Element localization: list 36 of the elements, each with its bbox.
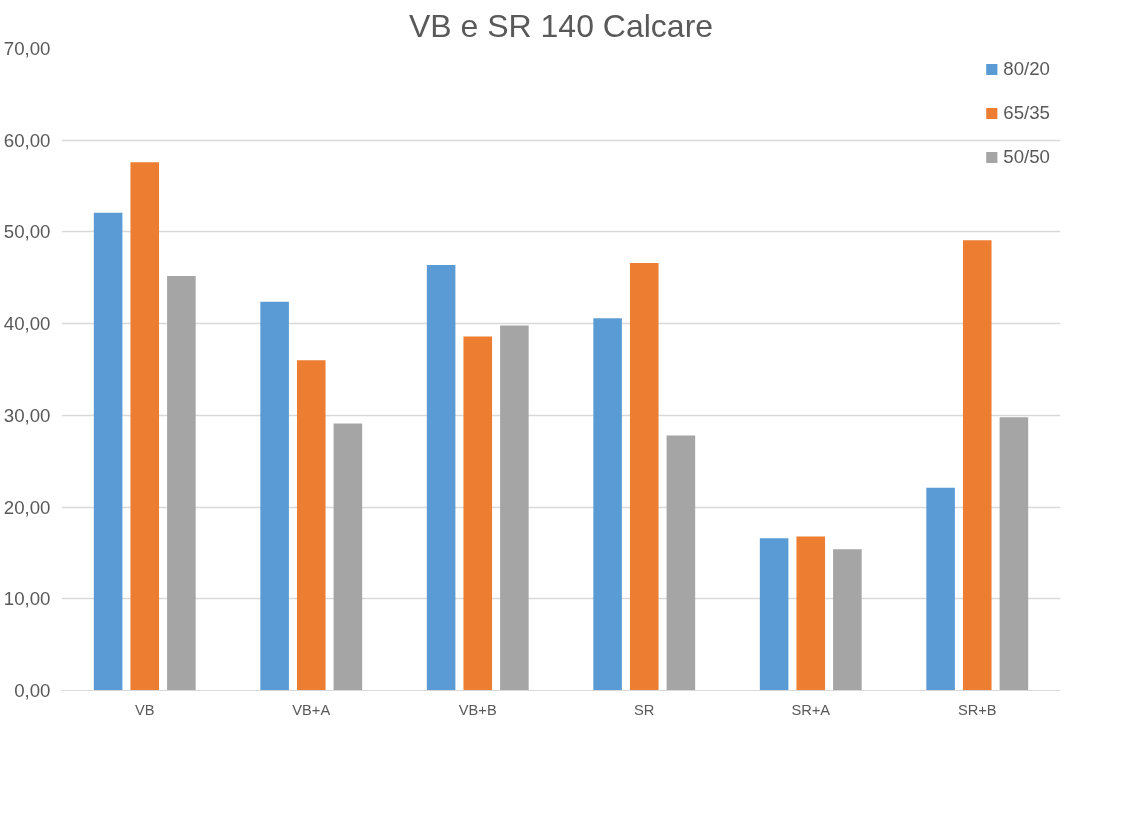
x-tick-label: SR+A	[791, 701, 831, 718]
bar	[999, 417, 1029, 691]
bar	[93, 212, 123, 691]
legend-label: 80/20	[1003, 58, 1050, 80]
y-tick-label: 30,00	[3, 404, 51, 426]
bar	[759, 538, 789, 691]
y-tick-label: 50,00	[3, 221, 51, 243]
bar	[962, 240, 992, 691]
bar	[796, 536, 826, 691]
bar	[926, 487, 955, 691]
x-tick-label: VB+B	[458, 701, 497, 718]
bar	[463, 336, 493, 691]
y-tick-label: 70,00	[3, 38, 51, 59]
chart-title: VB e SR 140 Calcare	[408, 7, 714, 44]
bar	[130, 162, 160, 691]
legend-label: 65/35	[1003, 102, 1050, 124]
bar	[833, 549, 862, 691]
bar	[426, 264, 456, 691]
y-tick-label: 10,00	[3, 588, 51, 610]
bar	[500, 325, 529, 691]
bar	[260, 301, 289, 691]
x-tick-label: VB+A	[292, 701, 331, 718]
bar	[296, 360, 326, 691]
y-tick-label: 20,00	[3, 496, 51, 518]
bar	[593, 318, 622, 691]
bar	[167, 275, 196, 691]
bar	[666, 435, 696, 691]
y-tick-label: 0,00	[14, 680, 51, 701]
bar	[629, 263, 659, 691]
x-tick-label: VB	[134, 701, 155, 718]
legend-label: 50/50	[1003, 146, 1050, 168]
x-tick-label: SR+B	[957, 701, 997, 718]
y-tick-label: 40,00	[3, 313, 51, 335]
y-tick-label: 60,00	[3, 129, 51, 151]
bar	[333, 423, 363, 691]
x-tick-label: SR	[634, 701, 655, 718]
